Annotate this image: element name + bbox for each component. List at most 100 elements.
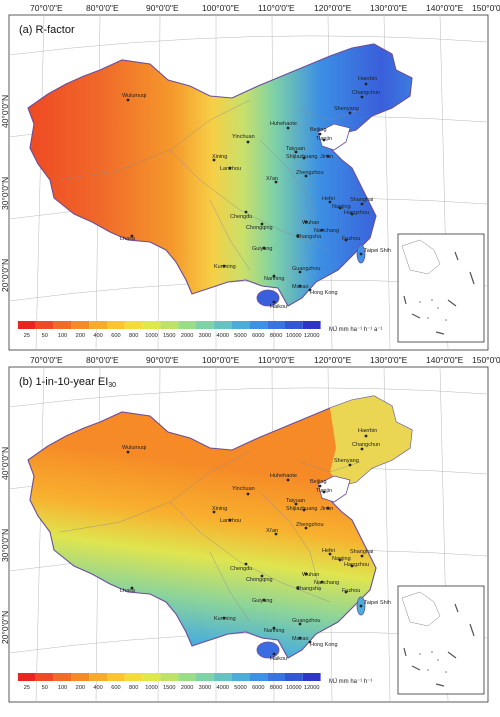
svg-text:Taipei Shih: Taipei Shih: [364, 248, 391, 254]
svg-text:Lanzhou: Lanzhou: [220, 166, 241, 172]
legend-label: 12000: [304, 685, 320, 691]
svg-text:Hong Kong: Hong Kong: [310, 290, 338, 296]
legend-label: 200: [76, 685, 85, 691]
svg-text:Guangzhou: Guangzhou: [292, 266, 320, 272]
svg-text:Yinchuan: Yinchuan: [232, 134, 255, 140]
svg-text:Fuzhou: Fuzhou: [342, 236, 360, 242]
legend-label: 800: [129, 685, 138, 691]
svg-text:Huhehaote: Huhehaote: [270, 121, 297, 127]
svg-text:Hangzhou: Hangzhou: [344, 210, 369, 216]
svg-text:Shanghai: Shanghai: [350, 197, 373, 203]
city-markers: Haerbin Changchun Shenyang Beijing Tianj…: [120, 428, 391, 662]
province-borders: [59, 451, 361, 623]
legend-label: 4000: [216, 333, 228, 339]
legend-label: 1000: [145, 685, 157, 691]
legend-label: 8000: [270, 685, 282, 691]
legend-label: 50: [42, 685, 48, 691]
svg-text:Jinan: Jinan: [320, 506, 333, 512]
legend-label: 800: [129, 333, 138, 339]
svg-text:Hong Kong: Hong Kong: [310, 642, 338, 648]
lon-label: 100°0'0"E: [202, 355, 240, 365]
lon-label: 130°0'0"E: [370, 3, 408, 13]
lon-label: 140°0'0"E: [426, 3, 464, 13]
svg-text:Haikou: Haikou: [270, 656, 287, 662]
legend-label: 2000: [181, 685, 193, 691]
lon-label: 70°0'0"E: [30, 3, 63, 13]
lon-label: 80°0'0"E: [86, 3, 119, 13]
legend-label: 4000: [216, 685, 228, 691]
legend-label: 5000: [234, 333, 246, 339]
svg-text:Beijing: Beijing: [310, 127, 327, 133]
legend-swatch: [71, 321, 90, 329]
svg-text:Changsha: Changsha: [296, 234, 322, 240]
graticule-labels-top: 70°0'0"E 80°0'0"E 90°0'0"E 100°0'0"E 110…: [30, 3, 500, 13]
svg-text:Shenyang: Shenyang: [334, 458, 359, 464]
svg-text:Shenyang: Shenyang: [334, 106, 359, 112]
svg-text:Macao: Macao: [292, 636, 309, 642]
lat-label: 30°0'0"N: [0, 177, 10, 210]
svg-text:Wulumuqi: Wulumuqi: [122, 445, 146, 451]
legend-swatch: [124, 321, 143, 329]
lon-label: 110°0'0"E: [258, 3, 295, 13]
svg-text:Changchun: Changchun: [352, 90, 380, 96]
legend-swatch: [285, 321, 303, 329]
legend-swatch: [285, 673, 303, 681]
svg-text:Guangzhou: Guangzhou: [292, 618, 320, 624]
svg-text:Haerbin: Haerbin: [358, 428, 377, 434]
svg-text:Tianjin: Tianjin: [316, 136, 332, 142]
svg-text:Guiyang: Guiyang: [252, 598, 273, 604]
graticule-labels-left: 40°0'0"N 30°0'0"N 20°0'0"N: [0, 447, 10, 644]
svg-text:Hangzhou: Hangzhou: [344, 562, 369, 568]
svg-text:Chengdu: Chengdu: [230, 214, 252, 220]
legend-swatch: [18, 673, 36, 681]
legend-label: 1500: [163, 685, 175, 691]
legend-swatch: [18, 321, 36, 329]
legend-swatch: [196, 321, 214, 329]
svg-text:Changchun: Changchun: [352, 442, 380, 448]
legend-label: 6000: [252, 685, 264, 691]
panel-b-title: (b) 1-in-10-year EI30: [19, 376, 116, 389]
svg-text:Shijiazhuang: Shijiazhuang: [286, 154, 318, 160]
legend-swatch: [213, 321, 232, 329]
legend-label: 10000: [286, 333, 302, 339]
lon-label: 150°0'0"E: [472, 3, 500, 13]
svg-text:Haerbin: Haerbin: [358, 76, 377, 82]
legend-swatch: [142, 673, 161, 681]
legend-label: 200: [76, 333, 85, 339]
svg-text:Taipei Shih: Taipei Shih: [364, 600, 391, 606]
svg-text:Beijing: Beijing: [310, 479, 327, 485]
lat-label: 40°0'0"N: [0, 95, 10, 128]
svg-text:Tianjin: Tianjin: [316, 488, 332, 494]
legend-swatch: [249, 321, 268, 329]
svg-text:Guiyang: Guiyang: [252, 246, 273, 252]
lat-label: 20°0'0"N: [0, 259, 10, 292]
svg-text:Nanchang: Nanchang: [314, 580, 339, 586]
legend-label: 1000: [145, 333, 157, 339]
svg-text:Wuhan: Wuhan: [302, 220, 319, 226]
lon-label: 90°0'0"E: [146, 3, 179, 13]
legend-label: 25: [24, 685, 30, 691]
lon-label: 90°0'0"E: [146, 355, 179, 365]
legend-swatch: [231, 321, 250, 329]
legend-swatch: [142, 321, 161, 329]
svg-text:Wulumuqi: Wulumuqi: [122, 93, 146, 99]
legend-label: 5000: [234, 685, 246, 691]
lat-label: 20°0'0"N: [0, 611, 10, 644]
legend-label: 50: [42, 333, 48, 339]
legend-swatch: [178, 673, 196, 681]
svg-text:Xi'an: Xi'an: [266, 176, 278, 182]
lon-label: 110°0'0"E: [258, 355, 295, 365]
legend-unit: MJ mm ha⁻¹ h⁻¹ a⁻¹: [329, 327, 383, 333]
svg-text:Haikou: Haikou: [270, 304, 287, 310]
svg-text:Kunming: Kunming: [214, 616, 236, 622]
legend-swatch: [196, 673, 214, 681]
svg-text:Taiyuan: Taiyuan: [286, 498, 305, 504]
svg-text:Chongqing: Chongqing: [246, 577, 273, 583]
lon-label: 140°0'0"E: [426, 355, 464, 365]
svg-text:Shijiazhuang: Shijiazhuang: [286, 506, 318, 512]
legend-swatch: [35, 321, 54, 329]
legend-label: 100: [58, 333, 67, 339]
northeast-region: [330, 396, 412, 486]
svg-text:Chongqing: Chongqing: [246, 225, 273, 231]
